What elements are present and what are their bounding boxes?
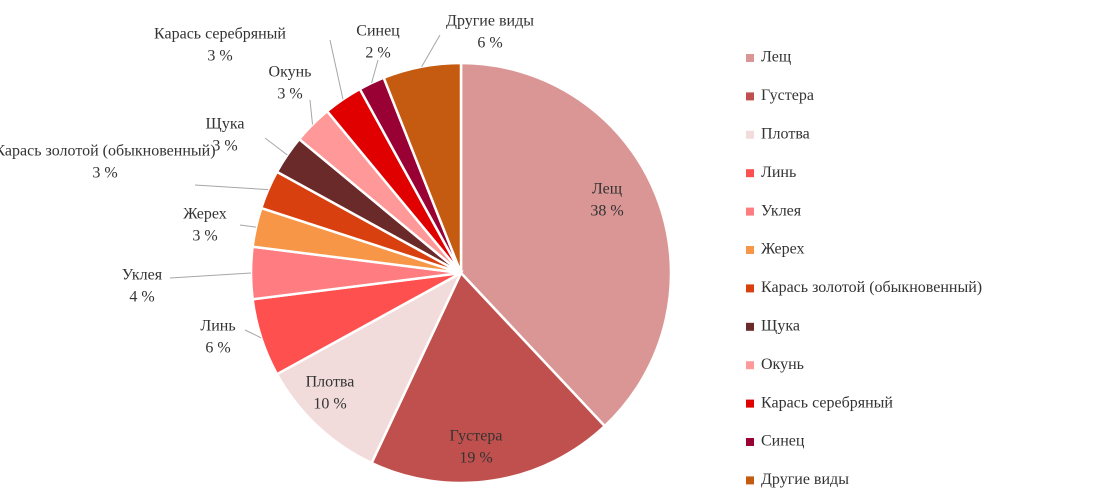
slice-value-label: 10 % xyxy=(313,396,346,413)
slice-value-label: 2 % xyxy=(365,45,390,62)
leader-line xyxy=(239,224,257,228)
leader-line xyxy=(264,137,288,156)
pie-slice xyxy=(369,270,607,485)
slice-value-label: 3 % xyxy=(212,138,237,155)
slice-label: Жерех xyxy=(183,206,227,223)
slice-value-label: 3 % xyxy=(192,228,217,245)
leader-line xyxy=(309,99,314,125)
legend-label: Жерех xyxy=(761,241,805,258)
slice-label: Густера xyxy=(450,428,503,445)
legend-swatch xyxy=(746,438,754,446)
leader-line xyxy=(329,39,344,100)
slice-value-label: 38 % xyxy=(590,203,623,220)
legend-swatch xyxy=(746,169,754,178)
slice-value-label: 6 % xyxy=(477,35,502,52)
legend-label: Густера xyxy=(761,87,814,104)
legend-swatch xyxy=(746,361,754,370)
legend-swatch xyxy=(746,207,754,216)
slice-label: Линь xyxy=(200,318,235,335)
slice-label: Окунь xyxy=(269,64,312,81)
legend-swatch xyxy=(746,246,754,254)
slice-label: Другие виды xyxy=(446,13,534,30)
legend-swatch xyxy=(746,399,754,408)
legend-swatch xyxy=(746,284,754,293)
pie-slice xyxy=(459,61,673,428)
legend-label: Щука xyxy=(761,317,800,334)
pie-slice xyxy=(275,270,464,465)
legend-label: Окунь xyxy=(761,356,804,373)
slice-value-label: 3 % xyxy=(92,165,117,182)
legend-swatch xyxy=(746,130,754,139)
leader-line xyxy=(371,59,379,84)
slice-label: Синец xyxy=(356,23,400,40)
legend-swatch xyxy=(746,476,754,485)
legend-swatch xyxy=(746,322,754,331)
pie-slice xyxy=(382,61,463,274)
legend-label: Уклея xyxy=(761,202,802,219)
legend-swatch xyxy=(746,92,754,101)
legend-label: Карась серебряный xyxy=(761,394,893,411)
leader-line xyxy=(421,34,441,67)
legend-label: Другие виды xyxy=(761,471,849,488)
slice-value-label: 3 % xyxy=(277,86,302,103)
slice-label: Карась золотой (обыкновенный) xyxy=(0,143,216,160)
legend-swatch xyxy=(746,54,754,62)
slice-value-label: 4 % xyxy=(129,289,154,306)
slice-label: Лещ xyxy=(592,181,622,198)
slice-label: Уклея xyxy=(122,267,163,284)
legend-label: Карась золотой (обыкновенный) xyxy=(761,279,982,296)
slice-value-label: 19 % xyxy=(459,450,492,467)
slice-value-label: 6 % xyxy=(205,340,230,357)
slice-label: Карась серебряный xyxy=(154,26,286,43)
leader-line xyxy=(244,329,262,339)
legend-label: Синец xyxy=(761,433,805,450)
leader-line xyxy=(169,272,252,279)
legend-label: Плотва xyxy=(761,125,810,142)
leader-line xyxy=(194,184,269,191)
legend-label: Лещ xyxy=(761,49,791,66)
slice-label: Плотва xyxy=(306,374,355,391)
slice-value-label: 3 % xyxy=(207,48,232,65)
legend-label: Линь xyxy=(761,164,796,181)
slice-label: Щука xyxy=(206,116,245,133)
